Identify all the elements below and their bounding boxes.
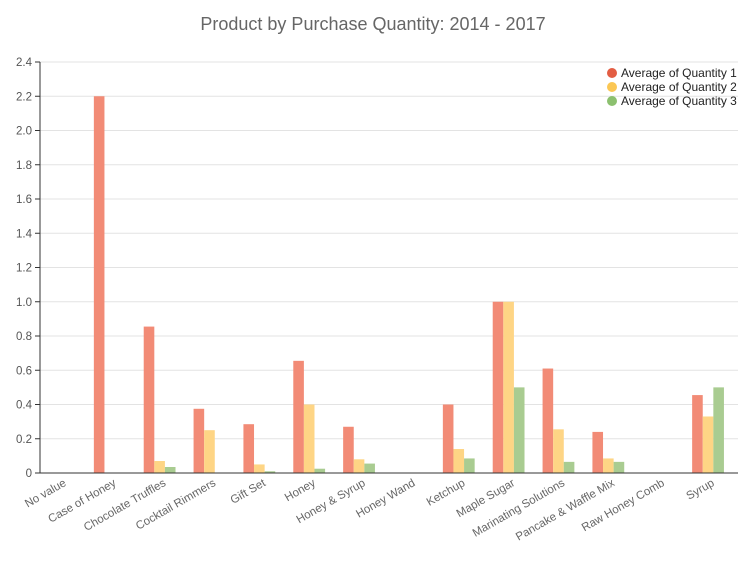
bar-2-10[interactable] xyxy=(553,429,564,473)
bar-1-13[interactable] xyxy=(692,395,703,473)
bar-3-5[interactable] xyxy=(314,468,326,473)
y-tick-label: 1.6 xyxy=(16,194,32,206)
x-tick-label: Chocolate Truffles xyxy=(82,477,168,534)
legend-swatch-1[interactable] xyxy=(607,68,617,78)
y-tick-label: 1.2 xyxy=(16,263,32,275)
bar-1-9[interactable] xyxy=(492,301,504,473)
y-tick-label: 0.8 xyxy=(16,331,32,343)
bar-2-8[interactable] xyxy=(453,449,465,473)
bar-1-5[interactable] xyxy=(293,360,304,473)
legend-label-2[interactable]: Average of Quantity 2 xyxy=(621,80,737,94)
y-tick-label: 0.4 xyxy=(16,400,33,412)
y-tick-label: 2.4 xyxy=(16,57,33,69)
bar-3-10[interactable] xyxy=(563,461,575,473)
y-tick-label: 1.0 xyxy=(16,297,32,309)
bar-1-8[interactable] xyxy=(442,404,454,474)
chart-title: Product by Purchase Quantity: 2014 - 201… xyxy=(200,14,545,34)
bar-1-2[interactable] xyxy=(143,326,155,473)
bar-1-3[interactable] xyxy=(193,408,205,473)
bar-2-2[interactable] xyxy=(154,461,165,473)
y-tick-label: 2.2 xyxy=(16,91,32,103)
bar-3-8[interactable] xyxy=(464,458,475,473)
legend-label-3[interactable]: Average of Quantity 3 xyxy=(621,94,737,108)
bar-3-2[interactable] xyxy=(164,467,176,473)
y-tick-label: 0.6 xyxy=(16,365,32,377)
y-axis: 0 0.2 0.4 0.6 0.8 1.0 1.2 1.4 1.6 1.8 2.0 2.2 2.4 xyxy=(16,57,41,480)
bar-2-11[interactable] xyxy=(603,458,614,473)
bar-2-4[interactable] xyxy=(254,464,265,473)
bar-2-9[interactable] xyxy=(503,301,514,473)
x-tick-label: Honey xyxy=(283,477,318,504)
legend-label-1[interactable]: Average of Quantity 1 xyxy=(621,66,737,80)
bar-3-11[interactable] xyxy=(613,461,625,473)
gridlines xyxy=(40,61,738,474)
x-tick-label: Ketchup xyxy=(425,477,468,508)
bars xyxy=(93,96,724,474)
x-tick-label: Raw Honey Comb xyxy=(580,477,667,534)
bar-2-3[interactable] xyxy=(204,430,215,473)
bar-3-13[interactable] xyxy=(713,387,724,473)
y-tick-label: 2.0 xyxy=(16,126,32,138)
y-tick-label: 0.2 xyxy=(16,434,32,446)
bar-3-6[interactable] xyxy=(364,463,375,473)
bar-3-4[interactable] xyxy=(264,471,276,473)
x-tick-label: Gift Set xyxy=(229,477,269,507)
bar-1-11[interactable] xyxy=(592,431,604,473)
bar-1-10[interactable] xyxy=(542,368,554,473)
legend-swatch-2[interactable] xyxy=(607,82,617,92)
bar-2-5[interactable] xyxy=(303,404,315,474)
bar-2-6[interactable] xyxy=(353,459,365,473)
y-tick-label: 0 xyxy=(26,468,32,480)
legend-swatch-3[interactable] xyxy=(607,96,617,106)
y-tick-label: 1.4 xyxy=(16,228,33,240)
bar-2-13[interactable] xyxy=(702,416,714,473)
x-tick-label: Syrup xyxy=(685,477,717,502)
bar-1-4[interactable] xyxy=(243,424,255,473)
bar-1-1[interactable] xyxy=(93,96,105,473)
bar-1-6[interactable] xyxy=(343,426,354,473)
bar-3-9[interactable] xyxy=(513,387,525,473)
y-tick-label: 1.8 xyxy=(16,160,32,172)
